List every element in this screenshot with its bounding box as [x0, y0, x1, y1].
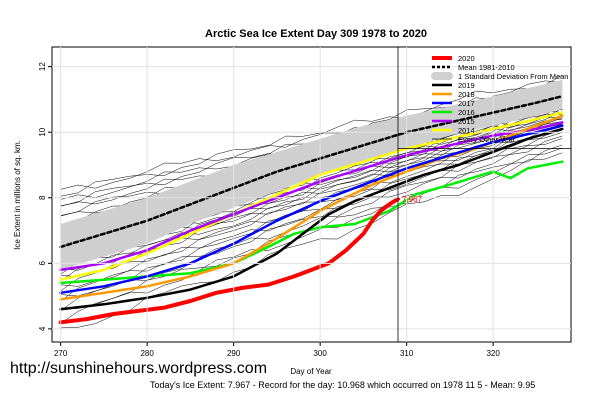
current-value-label: 7.967 [402, 195, 423, 204]
x-tick-label: 270 [54, 349, 68, 358]
legend-label: Every Other Year [458, 135, 516, 144]
y-axis: 4 6 8 10 12 [38, 62, 571, 331]
legend-label: 1 Standard Deviation From Mean [458, 72, 568, 81]
x-axis: 270 280 290 300 310 320 [54, 47, 500, 358]
legend-label: 2015 [458, 117, 475, 126]
y-tick-label: 6 [38, 261, 47, 266]
year-line [60, 74, 563, 197]
footer-stats: Today's Ice Extent: 7.967 - Record for t… [150, 380, 536, 390]
std-deviation-band [60, 79, 563, 270]
x-tick-label: 300 [313, 349, 327, 358]
x-tick-label: 310 [400, 349, 414, 358]
blog-url-watermark: http://sunshinehours.wordpress.com [10, 360, 268, 377]
series-line-2020 [58, 196, 400, 325]
legend-label: 2016 [458, 108, 475, 117]
std-band-area [60, 79, 563, 270]
year-line [60, 144, 563, 324]
series-line-2019 [59, 127, 564, 311]
year-line [60, 138, 563, 297]
series-line-2016 [59, 160, 564, 285]
legend-label: 2017 [458, 99, 475, 108]
legend-label: 2014 [458, 126, 475, 135]
chart-title: Arctic Sea Ice Extent Day 309 1978 to 20… [205, 28, 427, 40]
legend-label: 2020 [458, 54, 475, 63]
year-line [60, 129, 563, 302]
legend-label: 2019 [458, 81, 475, 90]
x-axis-label: Day of Year [290, 367, 332, 376]
plot-frame [51, 46, 572, 343]
current-day-crosshair: 7.967 [397, 47, 571, 342]
x-tick-label: 290 [227, 349, 241, 358]
x-tick-label: 320 [486, 349, 500, 358]
x-tick-label: 280 [140, 349, 154, 358]
y-axis-label: Ice Extent in millions of sq. km. [13, 140, 22, 250]
legend-label: Mean 1981-2010 [458, 63, 515, 72]
y-tick-label: 12 [38, 62, 47, 71]
y-tick-label: 10 [38, 127, 47, 136]
legend-label: 2018 [458, 90, 475, 99]
year-line [60, 135, 563, 311]
y-tick-label: 8 [38, 195, 47, 200]
y-tick-label: 4 [38, 326, 47, 331]
legend-swatch [431, 72, 453, 80]
